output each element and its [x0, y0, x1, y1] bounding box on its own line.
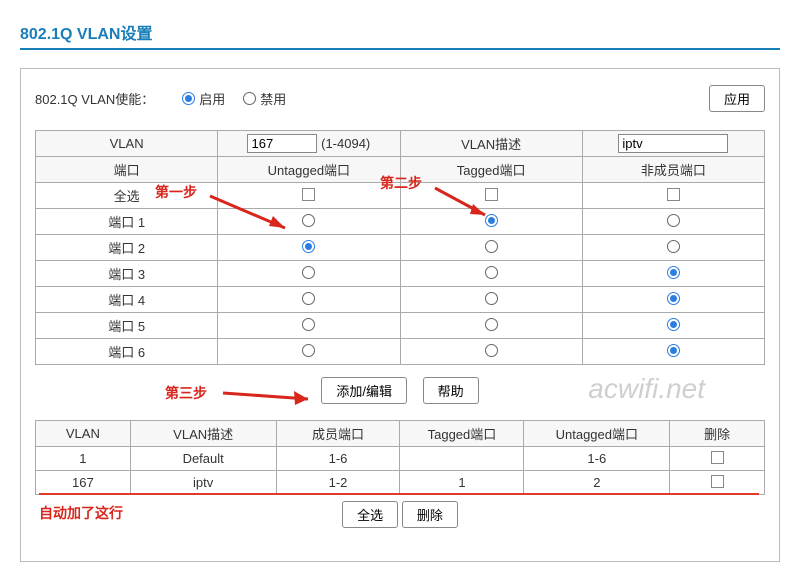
port-untagged-radio[interactable]	[302, 266, 315, 279]
port-tagged-radio[interactable]	[485, 318, 498, 331]
delete-checkbox[interactable]	[711, 451, 724, 464]
port-nonmember-radio[interactable]	[667, 292, 680, 305]
list-header-delete: 删除	[670, 421, 765, 447]
config-table: VLAN (1-4094) VLAN描述 端口 Untagged端口 Tagge…	[35, 130, 765, 365]
config-action-row: 添加/编辑 帮助	[35, 377, 765, 404]
list-header-tagged: Tagged端口	[400, 421, 524, 447]
list-actions-wrapper: 自动加了这行 全选 删除	[35, 503, 765, 545]
list-header-member: 成员端口	[276, 421, 400, 447]
select-all-nonmember[interactable]	[667, 188, 680, 201]
port-row: 端口 3	[36, 261, 765, 287]
header-vlan-desc: VLAN描述	[400, 131, 582, 157]
port-tagged-radio[interactable]	[485, 266, 498, 279]
port-tagged-radio[interactable]	[485, 214, 498, 227]
col-tagged: Tagged端口	[400, 157, 582, 183]
port-name: 端口 5	[36, 313, 218, 339]
header-vlan-desc-cell	[582, 131, 764, 157]
list-cell-vlan: 167	[36, 471, 131, 495]
header-vlan-id-cell: (1-4094)	[218, 131, 400, 157]
apply-button[interactable]: 应用	[709, 85, 765, 112]
enable-option-off[interactable]: 禁用	[243, 89, 286, 108]
list-cell-vlan: 1	[36, 447, 131, 471]
col-nonmember: 非成员端口	[582, 157, 764, 183]
port-untagged-radio[interactable]	[302, 318, 315, 331]
port-row: 端口 1	[36, 209, 765, 235]
add-edit-button[interactable]: 添加/编辑	[321, 377, 407, 404]
list-cell-untagged: 1-6	[524, 447, 670, 471]
vlan-list-row: 167iptv1-212	[36, 471, 765, 495]
port-untagged-radio[interactable]	[302, 240, 315, 253]
list-cell-member: 1-6	[276, 447, 400, 471]
header-vlan: VLAN	[36, 131, 218, 157]
enable-option-on[interactable]: 启用	[182, 89, 225, 108]
list-cell-desc: iptv	[130, 471, 276, 495]
port-tagged-radio[interactable]	[485, 344, 498, 357]
vlan-list-wrapper: VLAN VLAN描述 成员端口 Tagged端口 Untagged端口 删除 …	[35, 420, 765, 495]
select-all-tagged[interactable]	[485, 188, 498, 201]
list-cell-tagged: 1	[400, 471, 524, 495]
port-row: 端口 5	[36, 313, 765, 339]
page-title: 802.1Q VLAN设置	[20, 20, 780, 50]
delete-checkbox[interactable]	[711, 475, 724, 488]
port-row: 端口 6	[36, 339, 765, 365]
select-all-untagged[interactable]	[302, 188, 315, 201]
list-cell-tagged	[400, 447, 524, 471]
col-untagged: Untagged端口	[218, 157, 400, 183]
port-name: 端口 3	[36, 261, 218, 287]
select-all-label: 全选	[36, 183, 218, 209]
list-cell-member: 1-2	[276, 471, 400, 495]
port-untagged-radio[interactable]	[302, 214, 315, 227]
config-actions-wrapper: 添加/编辑 帮助 第三步 acwifi.net	[35, 377, 765, 404]
list-header-desc: VLAN描述	[130, 421, 276, 447]
enable-row: 802.1Q VLAN使能： 启用 禁用 应用	[35, 85, 765, 112]
config-table-wrapper: VLAN (1-4094) VLAN描述 端口 Untagged端口 Tagge…	[35, 130, 765, 365]
port-tagged-radio[interactable]	[485, 240, 498, 253]
vlan-list-row: 1Default1-61-6	[36, 447, 765, 471]
enable-label: 802.1Q VLAN使能：	[35, 89, 154, 108]
port-name: 端口 1	[36, 209, 218, 235]
port-row: 端口 4	[36, 287, 765, 313]
list-header-untagged: Untagged端口	[524, 421, 670, 447]
port-tagged-radio[interactable]	[485, 292, 498, 305]
list-select-all-button[interactable]: 全选	[342, 501, 398, 528]
port-nonmember-radio[interactable]	[667, 318, 680, 331]
enable-option-off-label: 禁用	[260, 89, 286, 108]
help-button[interactable]: 帮助	[423, 377, 479, 404]
port-untagged-radio[interactable]	[302, 292, 315, 305]
main-panel: 802.1Q VLAN使能： 启用 禁用 应用 VLAN (1-4094) VL…	[20, 68, 780, 562]
list-delete-button[interactable]: 删除	[402, 501, 458, 528]
port-untagged-radio[interactable]	[302, 344, 315, 357]
port-name: 端口 4	[36, 287, 218, 313]
port-nonmember-radio[interactable]	[667, 266, 680, 279]
port-nonmember-radio[interactable]	[667, 344, 680, 357]
vlan-list-table: VLAN VLAN描述 成员端口 Tagged端口 Untagged端口 删除 …	[35, 420, 765, 495]
port-nonmember-radio[interactable]	[667, 214, 680, 227]
port-row: 端口 2	[36, 235, 765, 261]
col-port: 端口	[36, 157, 218, 183]
vlan-desc-input[interactable]	[618, 134, 728, 153]
port-name: 端口 6	[36, 339, 218, 365]
list-cell-untagged: 2	[524, 471, 670, 495]
vlan-range-label: (1-4094)	[321, 136, 370, 151]
port-nonmember-radio[interactable]	[667, 240, 680, 253]
vlan-id-input[interactable]	[247, 134, 317, 153]
list-header-vlan: VLAN	[36, 421, 131, 447]
enable-option-on-label: 启用	[199, 89, 225, 108]
list-cell-desc: Default	[130, 447, 276, 471]
port-name: 端口 2	[36, 235, 218, 261]
